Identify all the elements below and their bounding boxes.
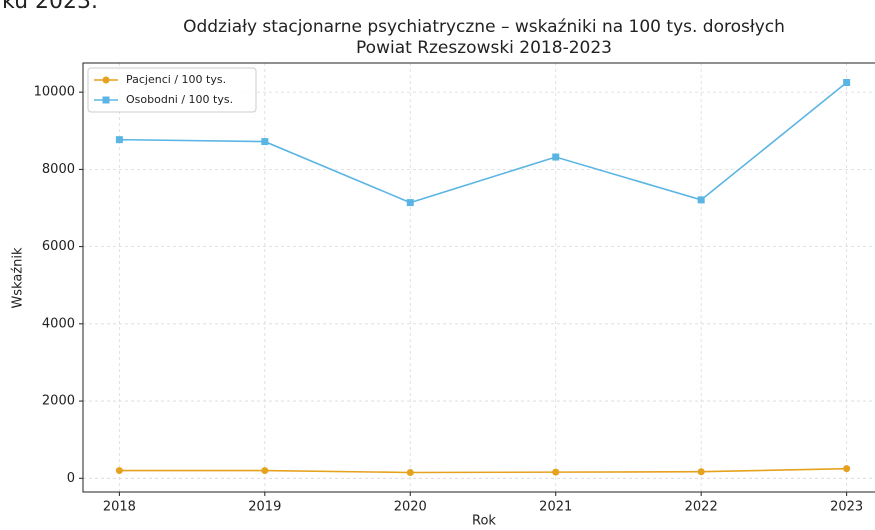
marker xyxy=(102,76,110,84)
legend-box xyxy=(87,67,257,113)
legend-label: Pacjenci / 100 tys. xyxy=(126,73,226,86)
y-tick-label: 10000 xyxy=(34,85,75,100)
legend: Pacjenci / 100 tys. Osobodni / 100 tys. xyxy=(87,67,257,113)
x-tick-label: 2019 xyxy=(248,500,281,515)
y-tick-label: 6000 xyxy=(42,239,75,254)
marker xyxy=(261,467,269,475)
chart-title: Oddziały stacjonarne psychiatryczne – ws… xyxy=(183,17,785,37)
legend-label: Osobodni / 100 tys. xyxy=(126,93,233,106)
x-tick-label: 2022 xyxy=(685,500,718,515)
marker xyxy=(697,468,705,476)
series-line xyxy=(119,467,847,474)
marker xyxy=(115,136,123,144)
y-tick-label: 0 xyxy=(67,471,75,486)
marker xyxy=(261,138,269,146)
x-tick-label: 2018 xyxy=(103,500,136,515)
x-tick-label: 2023 xyxy=(830,500,863,515)
x-tick-label: 2021 xyxy=(539,500,572,515)
chart-subtitle: Powiat Rzeszowski 2018-2023 xyxy=(356,38,612,58)
x-tick-label: 2020 xyxy=(394,500,427,515)
y-tick-label: 4000 xyxy=(42,316,75,331)
marker xyxy=(697,196,705,204)
plot-frame xyxy=(82,62,875,493)
marker xyxy=(552,468,560,476)
x-axis-label: Rok xyxy=(472,514,496,529)
marker xyxy=(843,79,851,86)
marker xyxy=(406,199,414,207)
cut-text: ku 2023. xyxy=(2,0,98,14)
y-tick-label: 8000 xyxy=(42,162,75,177)
marker xyxy=(102,96,110,104)
marker xyxy=(406,469,414,476)
marker xyxy=(115,467,123,475)
marker xyxy=(552,153,560,161)
marker xyxy=(843,465,851,473)
y-tick-label: 2000 xyxy=(42,394,75,409)
series-line xyxy=(119,81,848,204)
y-axis-label: Wskaźnik xyxy=(11,247,26,309)
